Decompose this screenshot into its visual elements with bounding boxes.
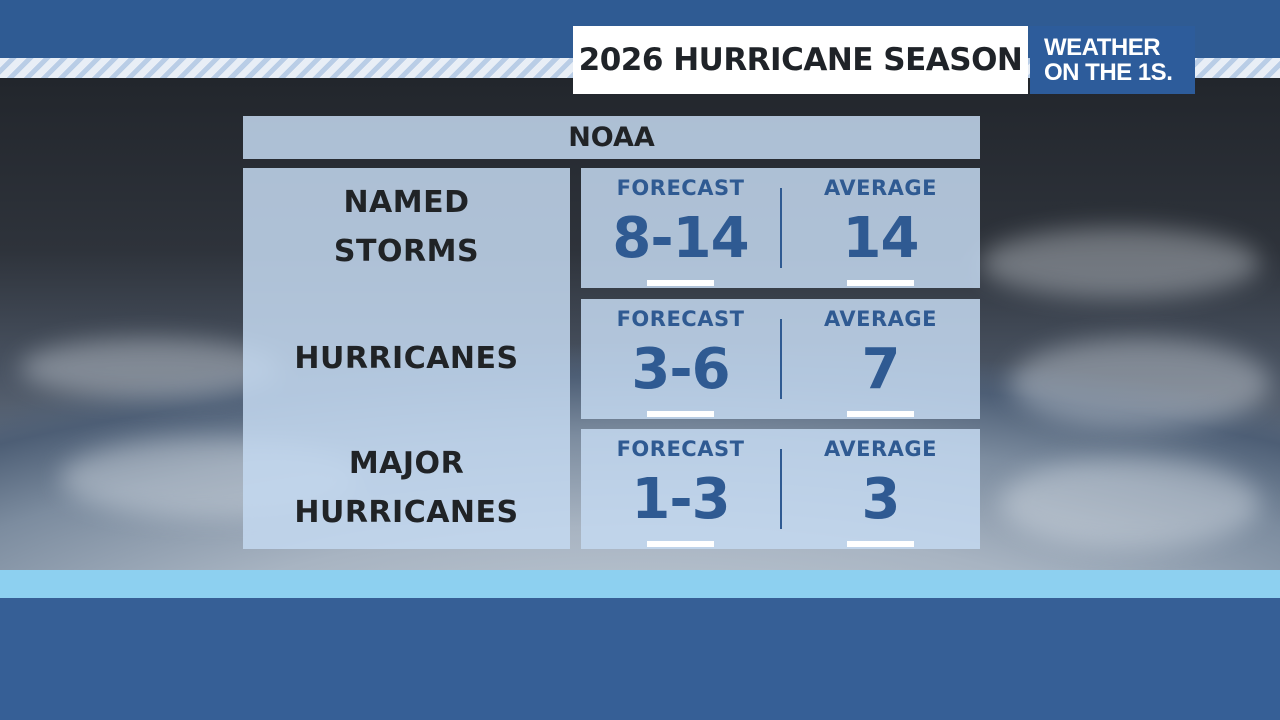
value-underline bbox=[647, 411, 714, 417]
column-divider bbox=[780, 449, 782, 529]
logo-line-1: WEATHER bbox=[1044, 33, 1161, 61]
average-value: 14 bbox=[842, 206, 920, 271]
column-divider bbox=[780, 319, 782, 399]
row-named-storms: FORECAST 8-14 AVERAGE 14 bbox=[581, 168, 980, 288]
average-cell: AVERAGE 14 bbox=[781, 168, 980, 288]
source-header: NOAA bbox=[243, 116, 980, 159]
page-title: 2026 HURRICANE SEASON bbox=[573, 26, 1028, 94]
value-underline bbox=[647, 541, 714, 547]
value-underline bbox=[847, 411, 914, 417]
brand-logo: WEATHER ON THE 1S. bbox=[1030, 26, 1195, 94]
forecast-value: 3-6 bbox=[631, 337, 730, 402]
row-label-major-hurricanes-line2: HURRICANES bbox=[294, 495, 519, 530]
bottom-accent-bar bbox=[0, 570, 1280, 598]
average-caption: AVERAGE bbox=[824, 437, 937, 461]
value-underline bbox=[847, 541, 914, 547]
average-cell: AVERAGE 3 bbox=[781, 429, 980, 549]
forecast-value: 8-14 bbox=[612, 206, 749, 271]
logo-line-2: ON THE 1S. bbox=[1044, 58, 1173, 86]
forecast-cell: FORECAST 3-6 bbox=[581, 299, 780, 419]
value-underline bbox=[647, 280, 714, 286]
category-labels-panel: NAMED STORMS HURRICANES MAJOR HURRICANES bbox=[243, 168, 570, 549]
value-underline bbox=[847, 280, 914, 286]
average-caption: AVERAGE bbox=[824, 176, 937, 200]
forecast-cell: FORECAST 8-14 bbox=[581, 168, 780, 288]
average-caption: AVERAGE bbox=[824, 307, 937, 331]
forecast-value: 1-3 bbox=[631, 467, 730, 532]
row-major-hurricanes: FORECAST 1-3 AVERAGE 3 bbox=[581, 429, 980, 549]
average-value: 3 bbox=[861, 467, 901, 532]
row-hurricanes: FORECAST 3-6 AVERAGE 7 bbox=[581, 299, 980, 419]
forecast-caption: FORECAST bbox=[616, 307, 745, 331]
average-value: 7 bbox=[861, 337, 901, 402]
forecast-cell: FORECAST 1-3 bbox=[581, 429, 780, 549]
forecast-caption: FORECAST bbox=[616, 437, 745, 461]
row-label-named-storms-line1: NAMED bbox=[343, 185, 470, 220]
row-label-major-hurricanes-line1: MAJOR bbox=[348, 446, 465, 481]
forecast-caption: FORECAST bbox=[616, 176, 745, 200]
average-cell: AVERAGE 7 bbox=[781, 299, 980, 419]
bottom-band bbox=[0, 598, 1280, 720]
column-divider bbox=[780, 188, 782, 268]
row-label-named-storms-line2: STORMS bbox=[333, 234, 480, 269]
row-label-hurricanes: HURRICANES bbox=[294, 341, 519, 376]
